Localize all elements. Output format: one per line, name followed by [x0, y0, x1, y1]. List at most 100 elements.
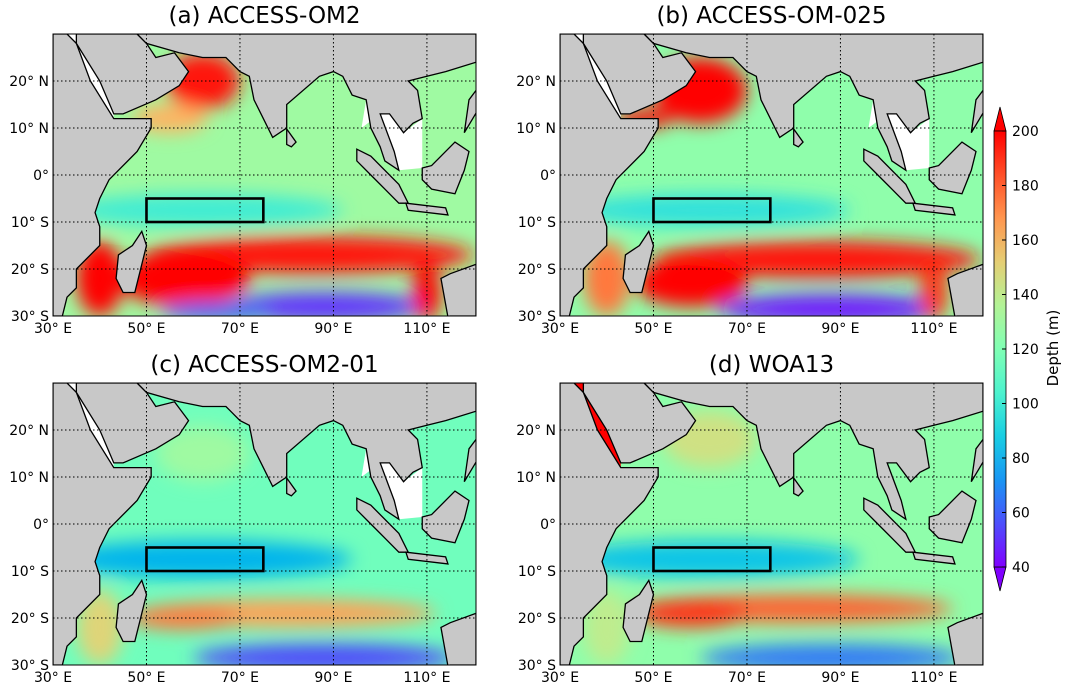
axes-frame [52, 33, 477, 317]
panel-title: (c) ACCESS-OM2-01 [150, 352, 378, 378]
lon-tick-label: 50° E [634, 670, 672, 686]
land-asia [643, 383, 983, 521]
land-asia [136, 383, 476, 521]
depth-feature [718, 294, 944, 316]
colorbar: Depth (m) 40 60 80 100 120 140 160 180 200 [993, 106, 1062, 592]
lon-tick-label: 30° E [34, 321, 72, 337]
lat-tick-label: 10° S [518, 215, 556, 231]
map-panel: (c) ACCESS-OM2-01 30° E 50° E 70° E 90° E 110… [9, 352, 477, 686]
land-sumatra [863, 497, 917, 553]
land-borneo [421, 490, 470, 544]
lat-tick-label: 20° N [516, 74, 556, 90]
depth-field [53, 34, 476, 316]
depth-feature [62, 193, 343, 227]
land-borneo [421, 141, 470, 195]
depth-feature [118, 250, 250, 307]
land-madagascar [622, 578, 655, 643]
lon-tick-label: 50° E [127, 321, 165, 337]
depth-feature [76, 589, 124, 665]
depth-feature [634, 599, 747, 628]
lat-tick-label: 10° N [516, 470, 556, 486]
land-philippines [463, 89, 476, 134]
depth-feature [127, 606, 240, 630]
depth-feature [919, 264, 948, 316]
lon-tick-label: 30° E [541, 670, 579, 686]
panel-title: (a) ACCESS-OM2 [168, 3, 360, 29]
colorbar-extend-min [993, 566, 1007, 592]
lat-tick-label: 30° S [11, 309, 49, 325]
depth-feature [221, 292, 427, 316]
lon-tick-label: 70° E [221, 670, 259, 686]
land-madagascar [115, 578, 148, 643]
lon-tick-label: 110° E [910, 670, 957, 686]
lon-tick-label: 90° E [314, 670, 352, 686]
colorbar-tick-label: 140 [1012, 288, 1039, 304]
lon-tick-label: 90° E [821, 321, 859, 337]
axes-frame [559, 382, 984, 666]
land-java [911, 202, 956, 216]
lon-tick-label: 30° E [541, 321, 579, 337]
panel-title: (d) WOA13 [709, 352, 834, 378]
depth-feature [700, 643, 962, 665]
land-srilanka [286, 475, 297, 497]
analysis-box [145, 197, 265, 224]
land-australia [440, 263, 476, 316]
depth-feature [193, 643, 455, 665]
land-sumatra [356, 148, 410, 204]
map-panel: (d) WOA13 30° E 50° E 70° E 90° E 110° E 30° S… [516, 352, 984, 686]
lat-tick-label: 10° S [11, 564, 49, 580]
depth-field [560, 383, 983, 665]
no-data-region [67, 34, 114, 119]
land-srilanka [286, 126, 297, 148]
colorbar-tick-label: 200 [1012, 124, 1039, 140]
land-asia [643, 34, 983, 172]
land-philippines [970, 438, 983, 483]
lat-tick-label: 20° S [518, 611, 556, 627]
lat-tick-label: 0° [540, 517, 556, 533]
land-srilanka [793, 475, 804, 497]
land-sumatra [863, 148, 917, 204]
lat-tick-label: 20° N [9, 74, 49, 90]
red-sea [574, 383, 621, 468]
no-data-region [574, 34, 621, 119]
depth-field [53, 383, 476, 665]
land-java [911, 551, 956, 565]
no-data-region [67, 383, 114, 468]
lon-tick-label: 30° E [34, 670, 72, 686]
land-java [404, 202, 449, 216]
land-australia [947, 612, 983, 665]
lon-tick-label: 90° E [821, 670, 859, 686]
axes-frame [559, 33, 984, 317]
lon-tick-label: 70° E [221, 321, 259, 337]
lon-tick-label: 50° E [634, 321, 672, 337]
lat-tick-label: 20° S [11, 611, 49, 627]
lat-tick-label: 20° S [11, 262, 49, 278]
lat-tick-label: 30° S [518, 309, 556, 325]
depth-feature [53, 540, 353, 579]
axes-frame [52, 382, 477, 666]
lat-tick-label: 0° [33, 517, 49, 533]
depth-feature [155, 425, 250, 482]
analysis-box [652, 197, 772, 224]
lat-tick-label: 10° N [9, 121, 49, 137]
colorbar-tick-label: 80 [1012, 451, 1030, 467]
colorbar-tick-label: 160 [1012, 233, 1039, 249]
colorbar-tick-label: 180 [1012, 179, 1039, 195]
lon-tick-label: 70° E [728, 321, 766, 337]
depth-feature [583, 240, 631, 316]
lat-tick-label: 30° S [518, 658, 556, 674]
land-srilanka [793, 126, 804, 148]
depth-feature [412, 264, 441, 316]
depth-feature [634, 259, 747, 307]
lat-tick-label: 0° [540, 168, 556, 184]
map-panel: (a) ACCESS-OM2 30° E 50° E 70° E 90° E 110° E… [9, 3, 477, 337]
lat-tick-label: 0° [33, 168, 49, 184]
colorbar-tick-label: 120 [1012, 342, 1039, 358]
land-philippines [463, 438, 476, 483]
map-panel: (b) ACCESS-OM-025 30° E 50° E 70° E 90° E 110… [516, 3, 984, 337]
lon-tick-label: 70° E [728, 670, 766, 686]
land-borneo [928, 141, 977, 195]
lat-tick-label: 10° N [9, 470, 49, 486]
land-madagascar [115, 229, 148, 294]
